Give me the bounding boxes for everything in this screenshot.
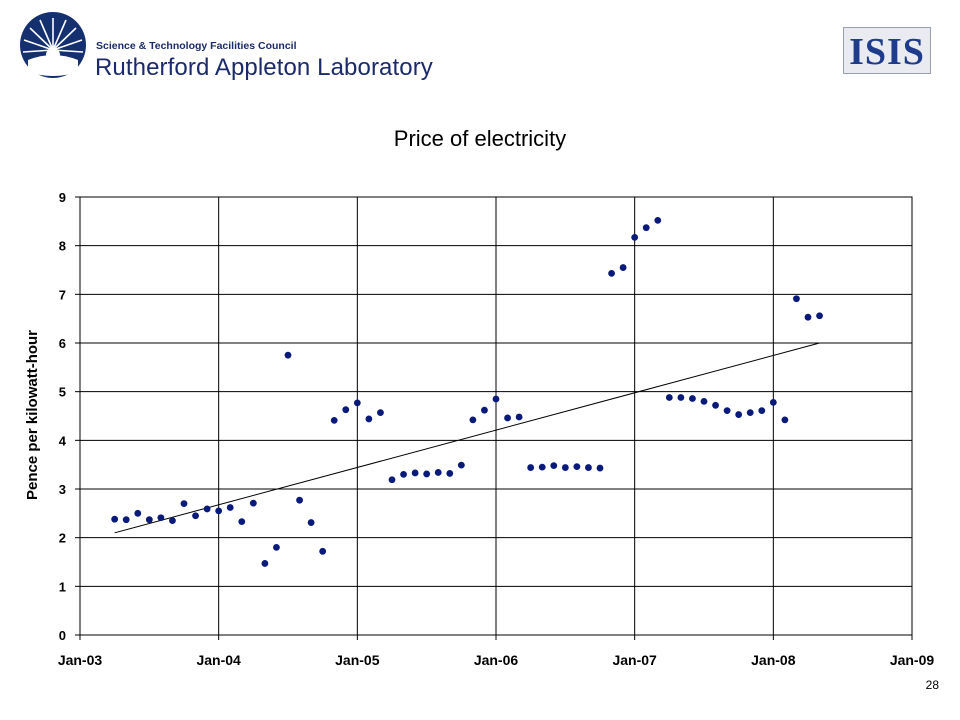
y-tick-label: 6 bbox=[59, 336, 66, 351]
data-point bbox=[238, 518, 246, 526]
data-point bbox=[330, 416, 338, 424]
data-point bbox=[446, 470, 454, 477]
y-tick-label: 7 bbox=[59, 287, 66, 302]
data-point bbox=[273, 544, 280, 551]
data-point bbox=[689, 395, 696, 402]
data-point bbox=[319, 547, 327, 555]
x-tick-label: Jan-09 bbox=[890, 652, 935, 668]
data-point bbox=[284, 351, 292, 359]
data-point bbox=[388, 476, 396, 484]
data-point bbox=[400, 471, 407, 478]
data-point bbox=[492, 395, 500, 403]
isis-logo: ISIS bbox=[843, 27, 931, 74]
data-point bbox=[353, 399, 361, 407]
y-tick-label: 2 bbox=[59, 531, 66, 546]
page-number: 28 bbox=[925, 678, 939, 692]
data-point bbox=[261, 560, 269, 567]
x-tick-label: Jan-06 bbox=[474, 652, 519, 668]
data-point bbox=[411, 469, 419, 477]
data-point bbox=[157, 514, 165, 522]
data-point bbox=[203, 505, 211, 513]
y-tick-labels: 0 1 2 3 4 5 6 7 8 9 bbox=[59, 190, 67, 643]
data-point bbox=[423, 470, 431, 478]
y-axis-title: Pence per kilowatt-hour bbox=[24, 330, 41, 500]
data-point bbox=[758, 407, 766, 415]
y-tick-label: 0 bbox=[59, 628, 66, 643]
data-point bbox=[145, 516, 153, 524]
axis-ticks bbox=[75, 196, 913, 640]
data-point bbox=[654, 216, 662, 224]
data-point bbox=[550, 462, 558, 470]
data-point bbox=[527, 464, 535, 471]
data-point bbox=[249, 499, 257, 507]
data-point bbox=[619, 264, 627, 271]
sunburst-logo-icon bbox=[20, 12, 86, 78]
data-point bbox=[585, 464, 592, 471]
data-point bbox=[134, 509, 142, 517]
data-point bbox=[816, 312, 823, 320]
slide-header: Science & Technology Facilities Council … bbox=[0, 0, 960, 90]
data-point bbox=[504, 414, 511, 422]
data-point bbox=[712, 401, 719, 409]
data-point bbox=[169, 517, 176, 525]
data-point bbox=[781, 416, 789, 424]
data-point bbox=[723, 407, 731, 415]
data-point bbox=[642, 224, 650, 232]
data-point bbox=[180, 500, 188, 507]
data-point bbox=[538, 463, 546, 471]
data-point bbox=[377, 409, 384, 416]
x-tick-label: Jan-08 bbox=[751, 652, 796, 668]
y-tick-label: 9 bbox=[59, 190, 66, 205]
x-tick-labels: Jan-03 Jan-04 Jan-05 Jan-06 Jan-07 Jan-08 Jan-… bbox=[58, 652, 935, 668]
y-tick-label: 8 bbox=[59, 239, 66, 254]
council-name: Science & Technology Facilities Council bbox=[96, 40, 297, 52]
data-point bbox=[677, 394, 685, 401]
data-point bbox=[631, 233, 639, 241]
data-point bbox=[215, 507, 223, 515]
y-tick-label: 5 bbox=[59, 385, 66, 400]
data-point bbox=[192, 512, 199, 520]
data-point bbox=[226, 504, 234, 511]
data-point bbox=[596, 464, 604, 472]
x-tick-label: Jan-05 bbox=[335, 652, 380, 668]
data-point bbox=[665, 394, 673, 401]
x-tick-label: Jan-03 bbox=[58, 652, 103, 668]
data-point bbox=[561, 464, 569, 471]
data-point bbox=[735, 411, 743, 418]
data-point bbox=[793, 295, 800, 303]
data-point bbox=[481, 406, 488, 414]
laboratory-name: Rutherford Appleton Laboratory bbox=[95, 54, 433, 81]
data-point bbox=[122, 516, 130, 524]
linear-trendline bbox=[114, 342, 820, 534]
y-tick-label: 4 bbox=[59, 433, 67, 448]
data-point bbox=[469, 416, 477, 424]
data-point bbox=[342, 406, 350, 414]
chart-title: Price of electricity bbox=[393, 126, 567, 151]
data-point bbox=[804, 313, 812, 321]
data-point bbox=[700, 398, 708, 405]
stfc-ral-logo: Science & Technology Facilities Council … bbox=[18, 10, 433, 81]
data-point bbox=[769, 398, 777, 406]
x-tick-label: Jan-04 bbox=[196, 652, 241, 668]
data-point bbox=[457, 461, 465, 469]
isis-logo-text: ISIS bbox=[849, 31, 925, 73]
y-tick-label: 1 bbox=[59, 579, 66, 594]
data-point bbox=[365, 415, 373, 423]
data-point bbox=[434, 469, 442, 476]
data-point bbox=[573, 463, 581, 471]
data-point bbox=[515, 413, 523, 421]
data-points bbox=[111, 216, 823, 567]
y-tick-label: 3 bbox=[59, 482, 66, 497]
gridlines bbox=[80, 197, 912, 635]
x-tick-label: Jan-07 bbox=[612, 652, 657, 668]
data-point bbox=[296, 496, 303, 504]
data-point bbox=[746, 409, 754, 416]
data-point bbox=[111, 515, 119, 523]
data-point bbox=[608, 270, 615, 277]
data-point bbox=[307, 519, 315, 526]
